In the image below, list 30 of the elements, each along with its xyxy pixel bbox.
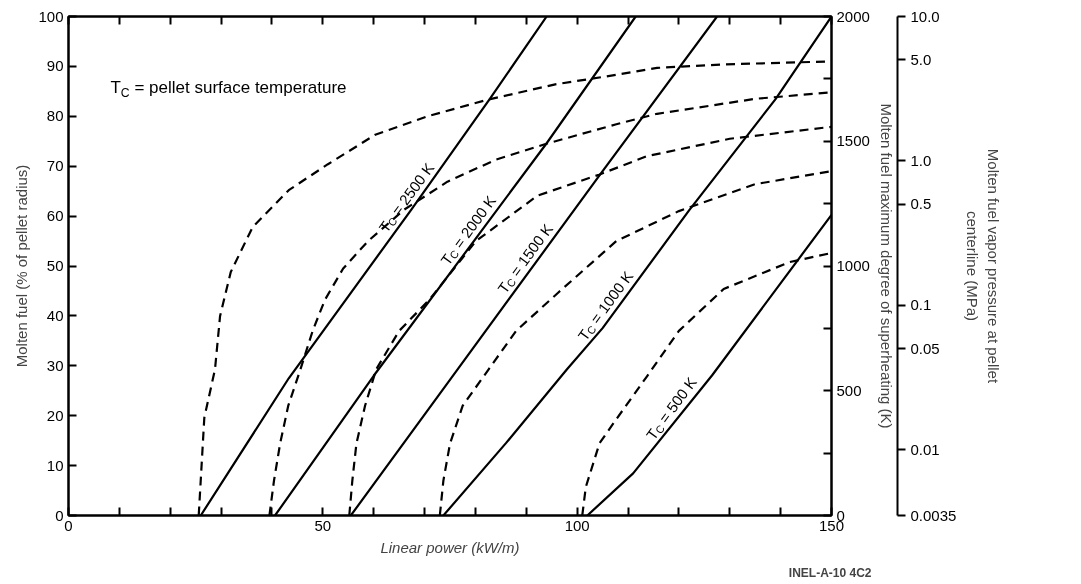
x-axis-title: Linear power (kW/m): [380, 538, 520, 556]
y2-tick-label: 1000: [836, 257, 870, 274]
text: INEL-A-10 4C2: [788, 565, 872, 580]
y-tick-label: 30: [46, 356, 64, 374]
y2-tick-label: 500: [836, 381, 862, 399]
y3-tick-label: 10.0: [910, 7, 940, 25]
y-tick-label: 20: [46, 406, 64, 424]
text: TC = 500 K: [642, 373, 700, 444]
y-tick-label: 80: [46, 107, 64, 125]
y-tick-label: 100: [38, 7, 64, 25]
y2-tick-label: 1500: [836, 132, 870, 150]
y3-axis-title: Molten fuel vapor pressure at pellet centerline (MPa): [964, 148, 1002, 384]
y-tick-label: 50: [46, 257, 64, 274]
y-tick-label: 60: [46, 207, 64, 225]
y2-axis-title: Molten fuel maximum degree of superheating (K): [877, 103, 895, 429]
y-tick-label: 70: [46, 157, 64, 175]
y3-tick-label: 0.0035: [910, 506, 957, 524]
y3-tick-label: 0.01: [910, 440, 940, 458]
y3-tick-label: 1.0: [910, 151, 932, 169]
x-tick-label: 50: [314, 516, 332, 534]
y-tick-label: 90: [46, 57, 64, 75]
x-tick-label: 100: [564, 516, 590, 534]
y3-tick-label: 5.0: [910, 50, 932, 68]
y3-tick-label: 0.5: [910, 195, 932, 213]
y2-tick-label: 2000: [836, 7, 870, 25]
y-tick-label: 40: [46, 306, 64, 324]
y3-tick-label: 0.1: [910, 296, 932, 314]
y3-tick-label: 0.05: [910, 339, 940, 357]
y-axis-title: Molten fuel (% of pellet radius): [13, 164, 31, 368]
y-tick-label: 10: [46, 456, 64, 474]
